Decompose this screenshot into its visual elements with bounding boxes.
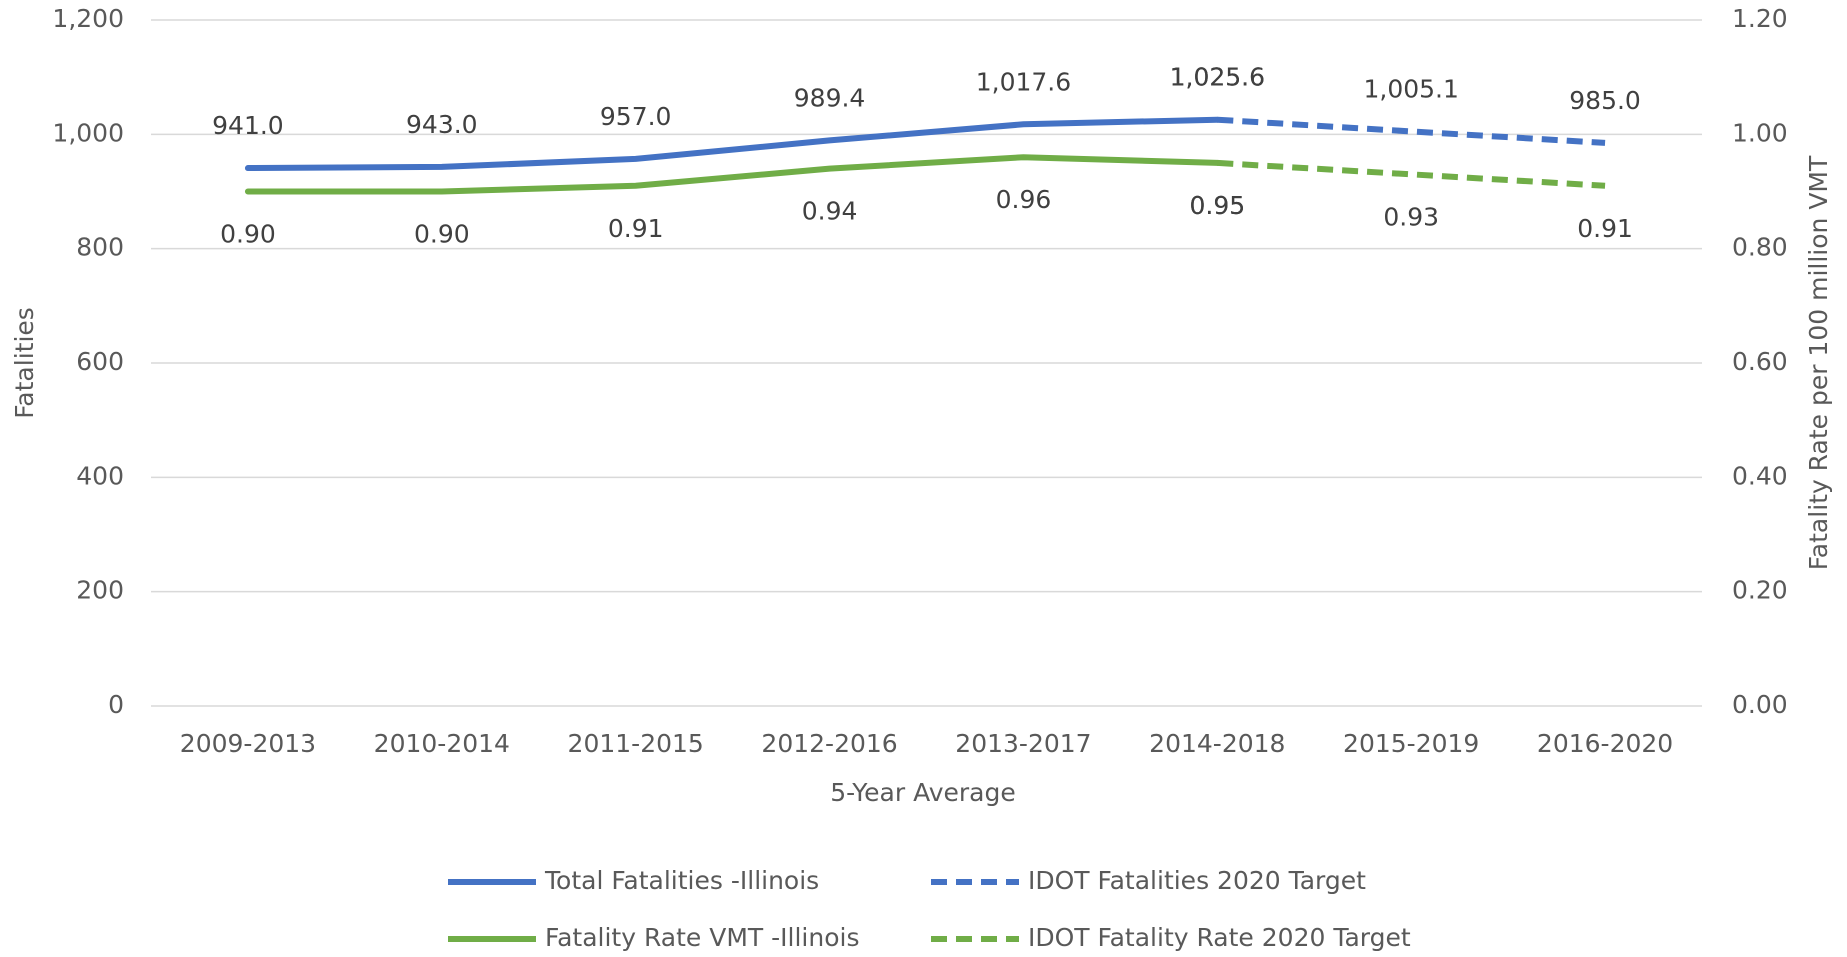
data-label: 0.96	[996, 185, 1052, 214]
data-label: 1,017.6	[976, 67, 1071, 96]
data-label: 0.90	[220, 220, 276, 249]
y2-axis-title: Fatality Rate per 100 million VMT	[1804, 155, 1833, 570]
x-tick-label: 2012-2016	[761, 729, 897, 758]
data-label: 989.4	[794, 83, 866, 112]
legend-label: Fatality Rate VMT -Illinois	[545, 923, 859, 952]
x-axis-title: 5-Year Average	[830, 778, 1016, 807]
series-line	[1217, 116, 1606, 146]
legend-label: Total Fatalities -Illinois	[544, 866, 819, 895]
y2-tick-label: 0.80	[1732, 233, 1788, 262]
data-label: 1,005.1	[1363, 74, 1458, 103]
data-label: 957.0	[600, 102, 672, 131]
legend-label: IDOT Fatalities 2020 Target	[1028, 866, 1366, 895]
series-line	[244, 116, 1221, 172]
data-label: 943.0	[406, 110, 478, 139]
x-tick-label: 2009-2013	[180, 729, 316, 758]
data-label: 0.91	[1577, 214, 1633, 243]
data-label: 1,025.6	[1170, 63, 1265, 92]
x-tick-label: 2014-2018	[1149, 729, 1285, 758]
data-label: 0.91	[608, 214, 664, 243]
y2-tick-label: 1.00	[1732, 118, 1788, 147]
data-label: 0.95	[1189, 191, 1245, 220]
y-tick-label: 200	[76, 576, 124, 605]
series-line	[244, 154, 1221, 195]
y2-tick-label: 1.20	[1732, 4, 1788, 33]
x-tick-label: 2016-2020	[1537, 729, 1673, 758]
data-label: 0.95	[1189, 191, 1245, 220]
y-tick-label: 0	[108, 690, 124, 719]
y2-tick-label: 0.60	[1732, 347, 1788, 376]
y-tick-label: 1,000	[52, 118, 124, 147]
y-tick-label: 1,200	[52, 4, 124, 33]
data-label: 1,025.6	[1170, 63, 1265, 92]
legend-label: IDOT Fatality Rate 2020 Target	[1028, 923, 1411, 952]
data-label: 0.93	[1383, 202, 1439, 231]
data-label: 0.90	[414, 220, 470, 249]
y-tick-label: 600	[76, 347, 124, 376]
x-tick-label: 2015-2019	[1343, 729, 1479, 758]
y2-tick-label: 0.20	[1732, 576, 1788, 605]
series-line	[1217, 159, 1606, 189]
y-tick-label: 400	[76, 461, 124, 490]
y-tick-label: 800	[76, 233, 124, 262]
x-tick-label: 2011-2015	[568, 729, 704, 758]
x-tick-label: 2010-2014	[374, 729, 510, 758]
data-label: 0.94	[802, 197, 858, 226]
x-tick-label: 2013-2017	[955, 729, 1091, 758]
y-axis-title: Fatalities	[10, 307, 39, 419]
data-label: 985.0	[1569, 86, 1641, 115]
data-label: 941.0	[212, 111, 284, 140]
y2-tick-label: 0.40	[1732, 461, 1788, 490]
y2-tick-label: 0.00	[1732, 690, 1788, 719]
